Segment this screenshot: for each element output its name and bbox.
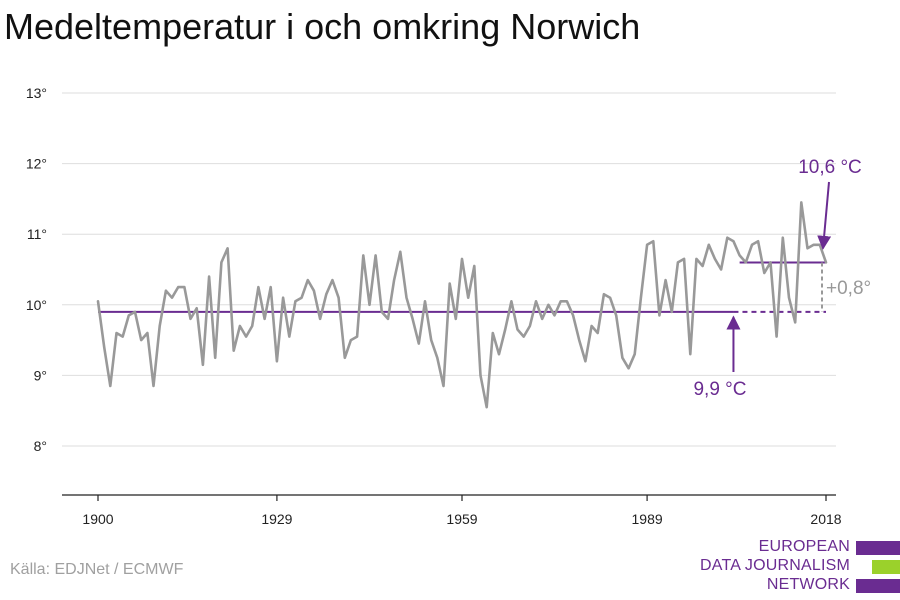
logo-line-2: DATA JOURNALISM [700,557,850,574]
annotation-baseline-average: 9,9 °C [693,379,746,400]
y-tick-label: 9° [34,367,47,383]
axes: 8° 9° 10° 11° 12° 13° 1900 1929 1959 1989 2018 [26,85,842,527]
x-tick-label: 1989 [632,511,663,527]
source-note: Källa: EDJNet / ECMWF [10,561,184,578]
annotation-arrow-recent [817,181,832,250]
logo-line-1: EUROPEAN [758,538,850,555]
temperature-series-line [96,201,828,409]
series-layer [96,201,828,409]
y-tick-label: 10° [26,297,47,313]
logo-bar-green [872,560,900,574]
y-tick-label: 11° [27,226,47,242]
logo-bar-purple-bottom [856,579,900,593]
logo-line-3: NETWORK [766,576,850,593]
y-tick-label: 12° [26,156,47,172]
x-tick-label: 1900 [82,511,113,527]
x-tick-label: 2018 [810,511,841,527]
x-tick-label: 1959 [446,511,477,527]
logo-bar-purple-top [856,541,900,555]
reference-lines [98,261,826,313]
y-tick-label: 8° [34,438,47,454]
edjnet-logo: EUROPEAN DATA JOURNALISM NETWORK [690,534,900,596]
chart-title: Medeltemperatur i och omkring Norwich [4,6,641,47]
annotation-recent-average: 10,6 °C [798,157,862,178]
x-tick-label: 1929 [261,511,292,527]
annotations: 10,6 °C 9,9 °C +0,8° [693,157,871,400]
y-tick-label: 13° [26,85,47,101]
annotation-difference: +0,8° [826,278,871,299]
